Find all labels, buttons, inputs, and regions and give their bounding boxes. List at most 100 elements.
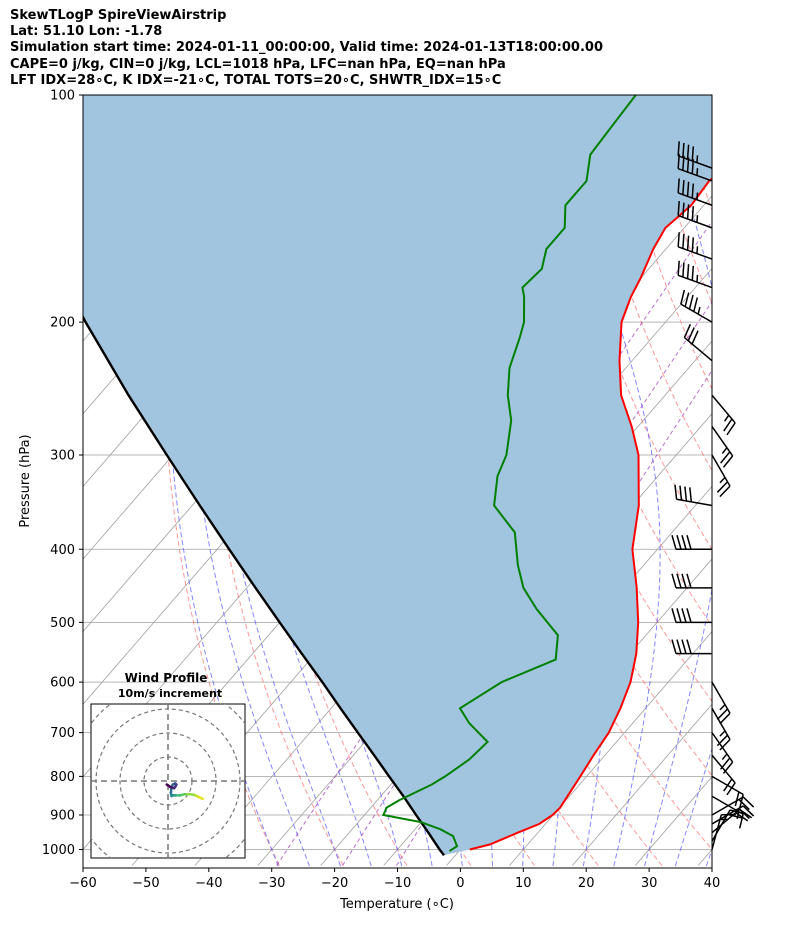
wind-barb-half-flag (736, 811, 740, 819)
wind-barb-half-flag (721, 447, 728, 454)
wind-barb-flag (691, 237, 695, 252)
dry-adiabat (742, 95, 794, 866)
wind-barb (674, 484, 713, 507)
wind-barb-flag (679, 485, 683, 501)
isotherm-line (697, 848, 712, 866)
wind-barb-flag (676, 535, 682, 550)
wind-barb (711, 775, 744, 809)
wind-barb-flag (681, 608, 687, 623)
y-tick-label: 700 (50, 726, 75, 741)
wind-barb-half-flag (696, 274, 699, 283)
dewpoint-line (381, 95, 637, 852)
moist-adiabat (235, 95, 372, 867)
wind-barb-flag (719, 738, 731, 751)
wind-barb-flag (676, 573, 682, 589)
wind-barb-flag (682, 262, 685, 278)
parcel-profile-line (83, 314, 445, 857)
chart-title: SkewTLogP SpireViewAirstrip (10, 8, 227, 23)
moist-adiabat (705, 848, 712, 867)
wind-barb-flag (742, 796, 755, 808)
wind-barb (671, 573, 712, 589)
wind-barb (711, 394, 736, 436)
wind-barb-flag (738, 798, 750, 811)
x-axis-label: Temperature (∘C) (339, 897, 454, 912)
hodograph-title: Wind Profile (125, 671, 208, 685)
x-tick-label: 10 (515, 876, 532, 891)
wind-barb-flag (686, 573, 692, 589)
hodograph-trace (165, 783, 172, 789)
wind-barb-staff (677, 192, 713, 206)
y-tick-label: 800 (50, 770, 75, 785)
wind-barb-half-flag (719, 730, 726, 737)
wind-barb-flag (691, 183, 695, 199)
wind-barb-flag (676, 608, 682, 623)
wind-barb-staff (677, 246, 713, 260)
wind-barb-flag (671, 608, 677, 623)
x-tick-label: −40 (195, 876, 222, 891)
wind-barb-flag (727, 813, 742, 819)
wind-barb-flag (738, 794, 744, 809)
y-tick-label: 200 (50, 316, 75, 331)
wind-barb-half-flag (724, 414, 730, 422)
y-tick-label: 500 (50, 616, 75, 631)
wind-barb-flag (742, 805, 755, 817)
wind-barb-half-flag (696, 168, 699, 176)
wind-barb-flag (677, 141, 680, 156)
wind-barb-flag (682, 142, 685, 158)
x-tick-label: −60 (69, 876, 96, 891)
wind-barb-flag (719, 485, 731, 498)
wind-barb-flag (719, 712, 731, 725)
wind-barb (671, 639, 712, 655)
wind-barb (711, 805, 755, 825)
wind-barb (711, 454, 731, 498)
wind-barb-flag (686, 264, 690, 279)
location-line: Lat: 51.10 Lon: -1.78 (10, 24, 163, 39)
wind-barb (677, 200, 713, 229)
wind-barb-flag (738, 814, 744, 829)
wind-barb-flag (738, 807, 750, 820)
moist-adiabat (674, 747, 712, 867)
wind-barb-staff (711, 805, 744, 825)
wind-barb-flag (693, 297, 699, 312)
y-tick-label: 300 (50, 448, 75, 463)
y-tick-label: 400 (50, 543, 75, 558)
wind-barb-flag (677, 200, 680, 216)
wind-barb-flag (716, 708, 729, 720)
hodograph-inset: Wind Profile 10m/s increment (90, 671, 246, 859)
x-tick-label: −10 (384, 876, 411, 891)
x-tick-label: −30 (258, 876, 285, 891)
wind-barb-half-flag (719, 476, 726, 484)
wind-barb-half-flag (696, 192, 699, 200)
wind-barb-flag (723, 418, 733, 432)
indices-line: LFT IDX=28∘C, K IDX=-21∘C, TOTAL TOTS=20… (10, 73, 502, 88)
wind-barb-flag (734, 791, 740, 807)
wind-barb-flag (691, 146, 695, 161)
wind-barb-flag (677, 232, 680, 247)
wind-barb-flag (684, 486, 688, 502)
wind-barb-staff (711, 426, 734, 457)
wind-barb-staff (711, 394, 736, 424)
x-tick-label: 30 (641, 876, 658, 891)
x-tick-label: −20 (321, 876, 348, 891)
wind-barb-flag (674, 484, 678, 500)
cape-line: CAPE=0 j/kg, CIN=0 j/kg, LCL=1018 hPa, L… (10, 57, 506, 72)
y-axis-label: Pressure (hPa) (18, 434, 33, 527)
wind-barb-flag (726, 782, 736, 796)
wind-barb-half-flag (697, 306, 701, 315)
wind-barb-flag (671, 639, 677, 654)
wind-barbs (671, 141, 755, 850)
wind-barb-staff (711, 808, 741, 834)
wind-barb-flag (722, 455, 734, 468)
simulation-time-line: Simulation start time: 2024-01-11_00:00:… (10, 40, 603, 55)
wind-barb (671, 608, 712, 624)
wind-barb-flag (691, 330, 699, 345)
wind-barb-flag (686, 181, 690, 197)
x-tick-label: 0 (456, 876, 464, 891)
wind-barb-flag (682, 233, 685, 249)
wind-barb (711, 795, 744, 829)
wind-barb-flag (686, 235, 690, 251)
moist-adiabat (644, 95, 712, 867)
wind-barb-flag (688, 294, 694, 310)
wind-barb-flag (681, 573, 687, 589)
